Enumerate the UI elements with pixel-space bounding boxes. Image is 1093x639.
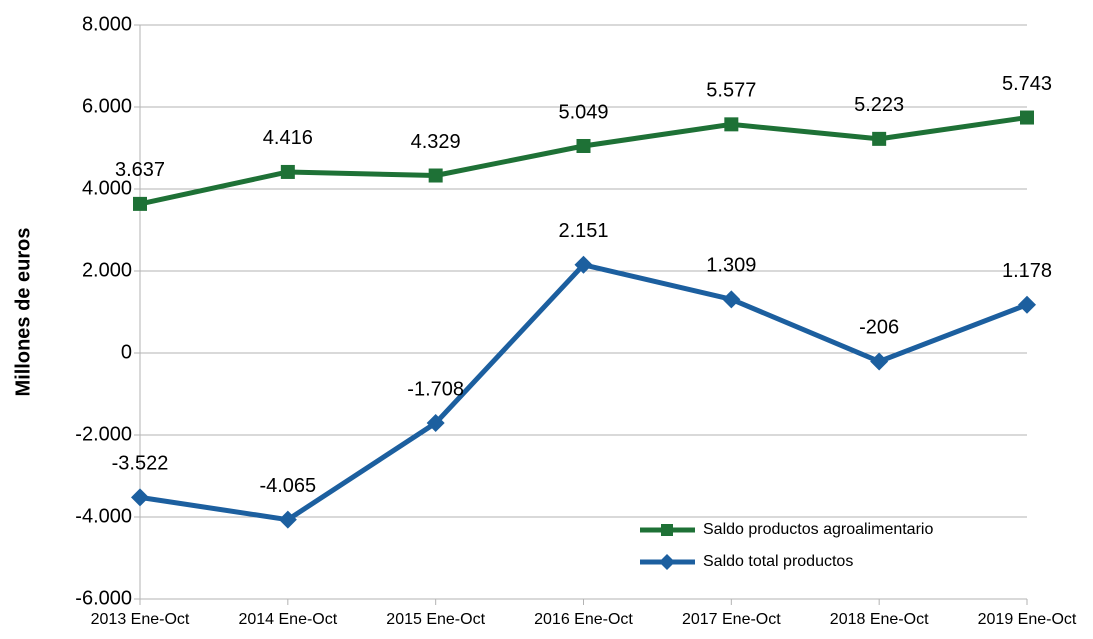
y-tick-label: 8.000 bbox=[82, 13, 132, 35]
marker bbox=[428, 168, 443, 183]
legend-label: Saldo total productos bbox=[703, 553, 853, 570]
x-tick-label: 2015 Ene-Oct bbox=[386, 611, 485, 628]
data-label: -4.065 bbox=[259, 475, 316, 497]
marker bbox=[278, 510, 297, 529]
marker bbox=[133, 196, 147, 211]
marker bbox=[574, 255, 593, 274]
data-label: -3.522 bbox=[112, 453, 169, 475]
data-label: 2.151 bbox=[558, 220, 608, 242]
data-label: 5.223 bbox=[854, 94, 904, 116]
data-label: 1.178 bbox=[1002, 260, 1052, 282]
y-tick-label: 4.000 bbox=[82, 177, 132, 199]
x-tick-label: 2013 Ene-Oct bbox=[91, 611, 190, 628]
data-label: 3.637 bbox=[115, 159, 165, 181]
x-tick-label: 2018 Ene-Oct bbox=[830, 611, 929, 628]
data-label: 5.049 bbox=[558, 101, 608, 123]
marker bbox=[1020, 110, 1034, 125]
data-label: 1.309 bbox=[706, 255, 756, 277]
y-tick-label: 2.000 bbox=[82, 259, 132, 281]
y-tick-label: -4.000 bbox=[75, 505, 132, 527]
data-label: 4.416 bbox=[263, 127, 313, 149]
marker bbox=[1018, 295, 1036, 314]
marker bbox=[131, 488, 149, 507]
marker bbox=[576, 138, 591, 153]
data-label: 5.743 bbox=[1002, 73, 1052, 95]
legend-label: Saldo productos agroalimentario bbox=[703, 521, 933, 538]
marker bbox=[724, 117, 739, 132]
marker bbox=[870, 352, 889, 371]
y-tick-label: 6.000 bbox=[82, 95, 132, 117]
x-tick-label: 2019 Ene-Oct bbox=[978, 611, 1077, 628]
marker bbox=[659, 554, 675, 570]
x-tick-label: 2017 Ene-Oct bbox=[682, 611, 781, 628]
y-tick-label: -2.000 bbox=[75, 423, 132, 445]
x-tick-label: 2014 Ene-Oct bbox=[238, 611, 337, 628]
data-label: -1.708 bbox=[407, 378, 464, 400]
x-tick-label: 2016 Ene-Oct bbox=[534, 611, 633, 628]
marker bbox=[426, 414, 445, 433]
data-label: 4.329 bbox=[411, 131, 461, 153]
data-label: 5.577 bbox=[706, 80, 756, 102]
marker bbox=[872, 131, 887, 146]
y-axis-label: Millones de euros bbox=[12, 228, 34, 397]
y-tick-label: -6.000 bbox=[75, 587, 132, 609]
data-label: -206 bbox=[859, 317, 899, 339]
marker bbox=[661, 524, 673, 536]
marker bbox=[280, 164, 295, 179]
y-tick-label: 0 bbox=[121, 341, 132, 363]
marker bbox=[722, 290, 741, 309]
